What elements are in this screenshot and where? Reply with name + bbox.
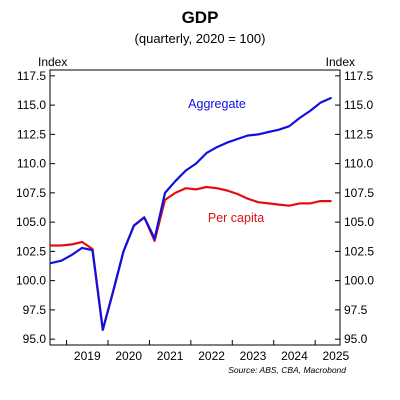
plot-area <box>49 69 341 346</box>
y-tick-label-left: 112.5 <box>17 127 46 141</box>
y-tick-label-left: 102.5 <box>16 244 46 258</box>
series-label-per-capita: Per capita <box>208 211 264 225</box>
left-axis-unit: Index <box>38 55 67 69</box>
x-tick-label: 2021 <box>157 349 184 363</box>
x-tick-label: 2025 <box>323 349 350 363</box>
chart-title: GDP <box>182 8 219 27</box>
x-tick-label: 2020 <box>115 349 142 363</box>
y-tick-label-right: 105.0 <box>344 215 374 229</box>
y-tick-label-left: 110.0 <box>17 157 46 171</box>
y-tick-label-left: 95.0 <box>23 332 47 346</box>
series-line-aggregate <box>49 96 332 331</box>
y-tick-label-left: 105.0 <box>16 215 46 229</box>
y-tick-label-right: 97.5 <box>344 303 368 317</box>
y-tick-label-right: 110.0 <box>344 157 373 171</box>
y-tick-label-right: 95.0 <box>344 332 368 346</box>
y-tick-label-left: 100.0 <box>16 274 46 288</box>
y-tick-label-left: 107.5 <box>16 186 46 200</box>
y-tick-label-right: 115.0 <box>344 98 373 112</box>
y-tick-label-right: 112.5 <box>344 127 373 141</box>
y-tick-label-left: 97.5 <box>23 303 47 317</box>
source-note: Source: ABS, CBA, Macrobond <box>228 365 346 375</box>
x-tick-label: 2023 <box>240 349 267 363</box>
right-axis-unit: Index <box>326 55 355 69</box>
x-tick-label: 2019 <box>74 349 101 363</box>
y-tick-label-right: 107.5 <box>344 186 374 200</box>
axis-ticks: 95.0 95.0 97.5 97.5 100.0 100.0 102.5 102.5 105.… <box>16 69 374 363</box>
series-layer <box>49 96 332 331</box>
series-label-aggregate: Aggregate <box>188 97 246 111</box>
y-tick-label-right: 102.5 <box>344 244 374 258</box>
x-tick-label: 2022 <box>198 349 225 363</box>
y-tick-label-right: 100.0 <box>344 274 374 288</box>
y-tick-label-left: 115.0 <box>17 98 46 112</box>
y-tick-label-left: 117.5 <box>17 69 46 83</box>
y-tick-label-right: 117.5 <box>344 69 373 83</box>
chart-subtitle: (quarterly, 2020 = 100) <box>135 31 266 46</box>
x-tick-label: 2024 <box>281 349 308 363</box>
